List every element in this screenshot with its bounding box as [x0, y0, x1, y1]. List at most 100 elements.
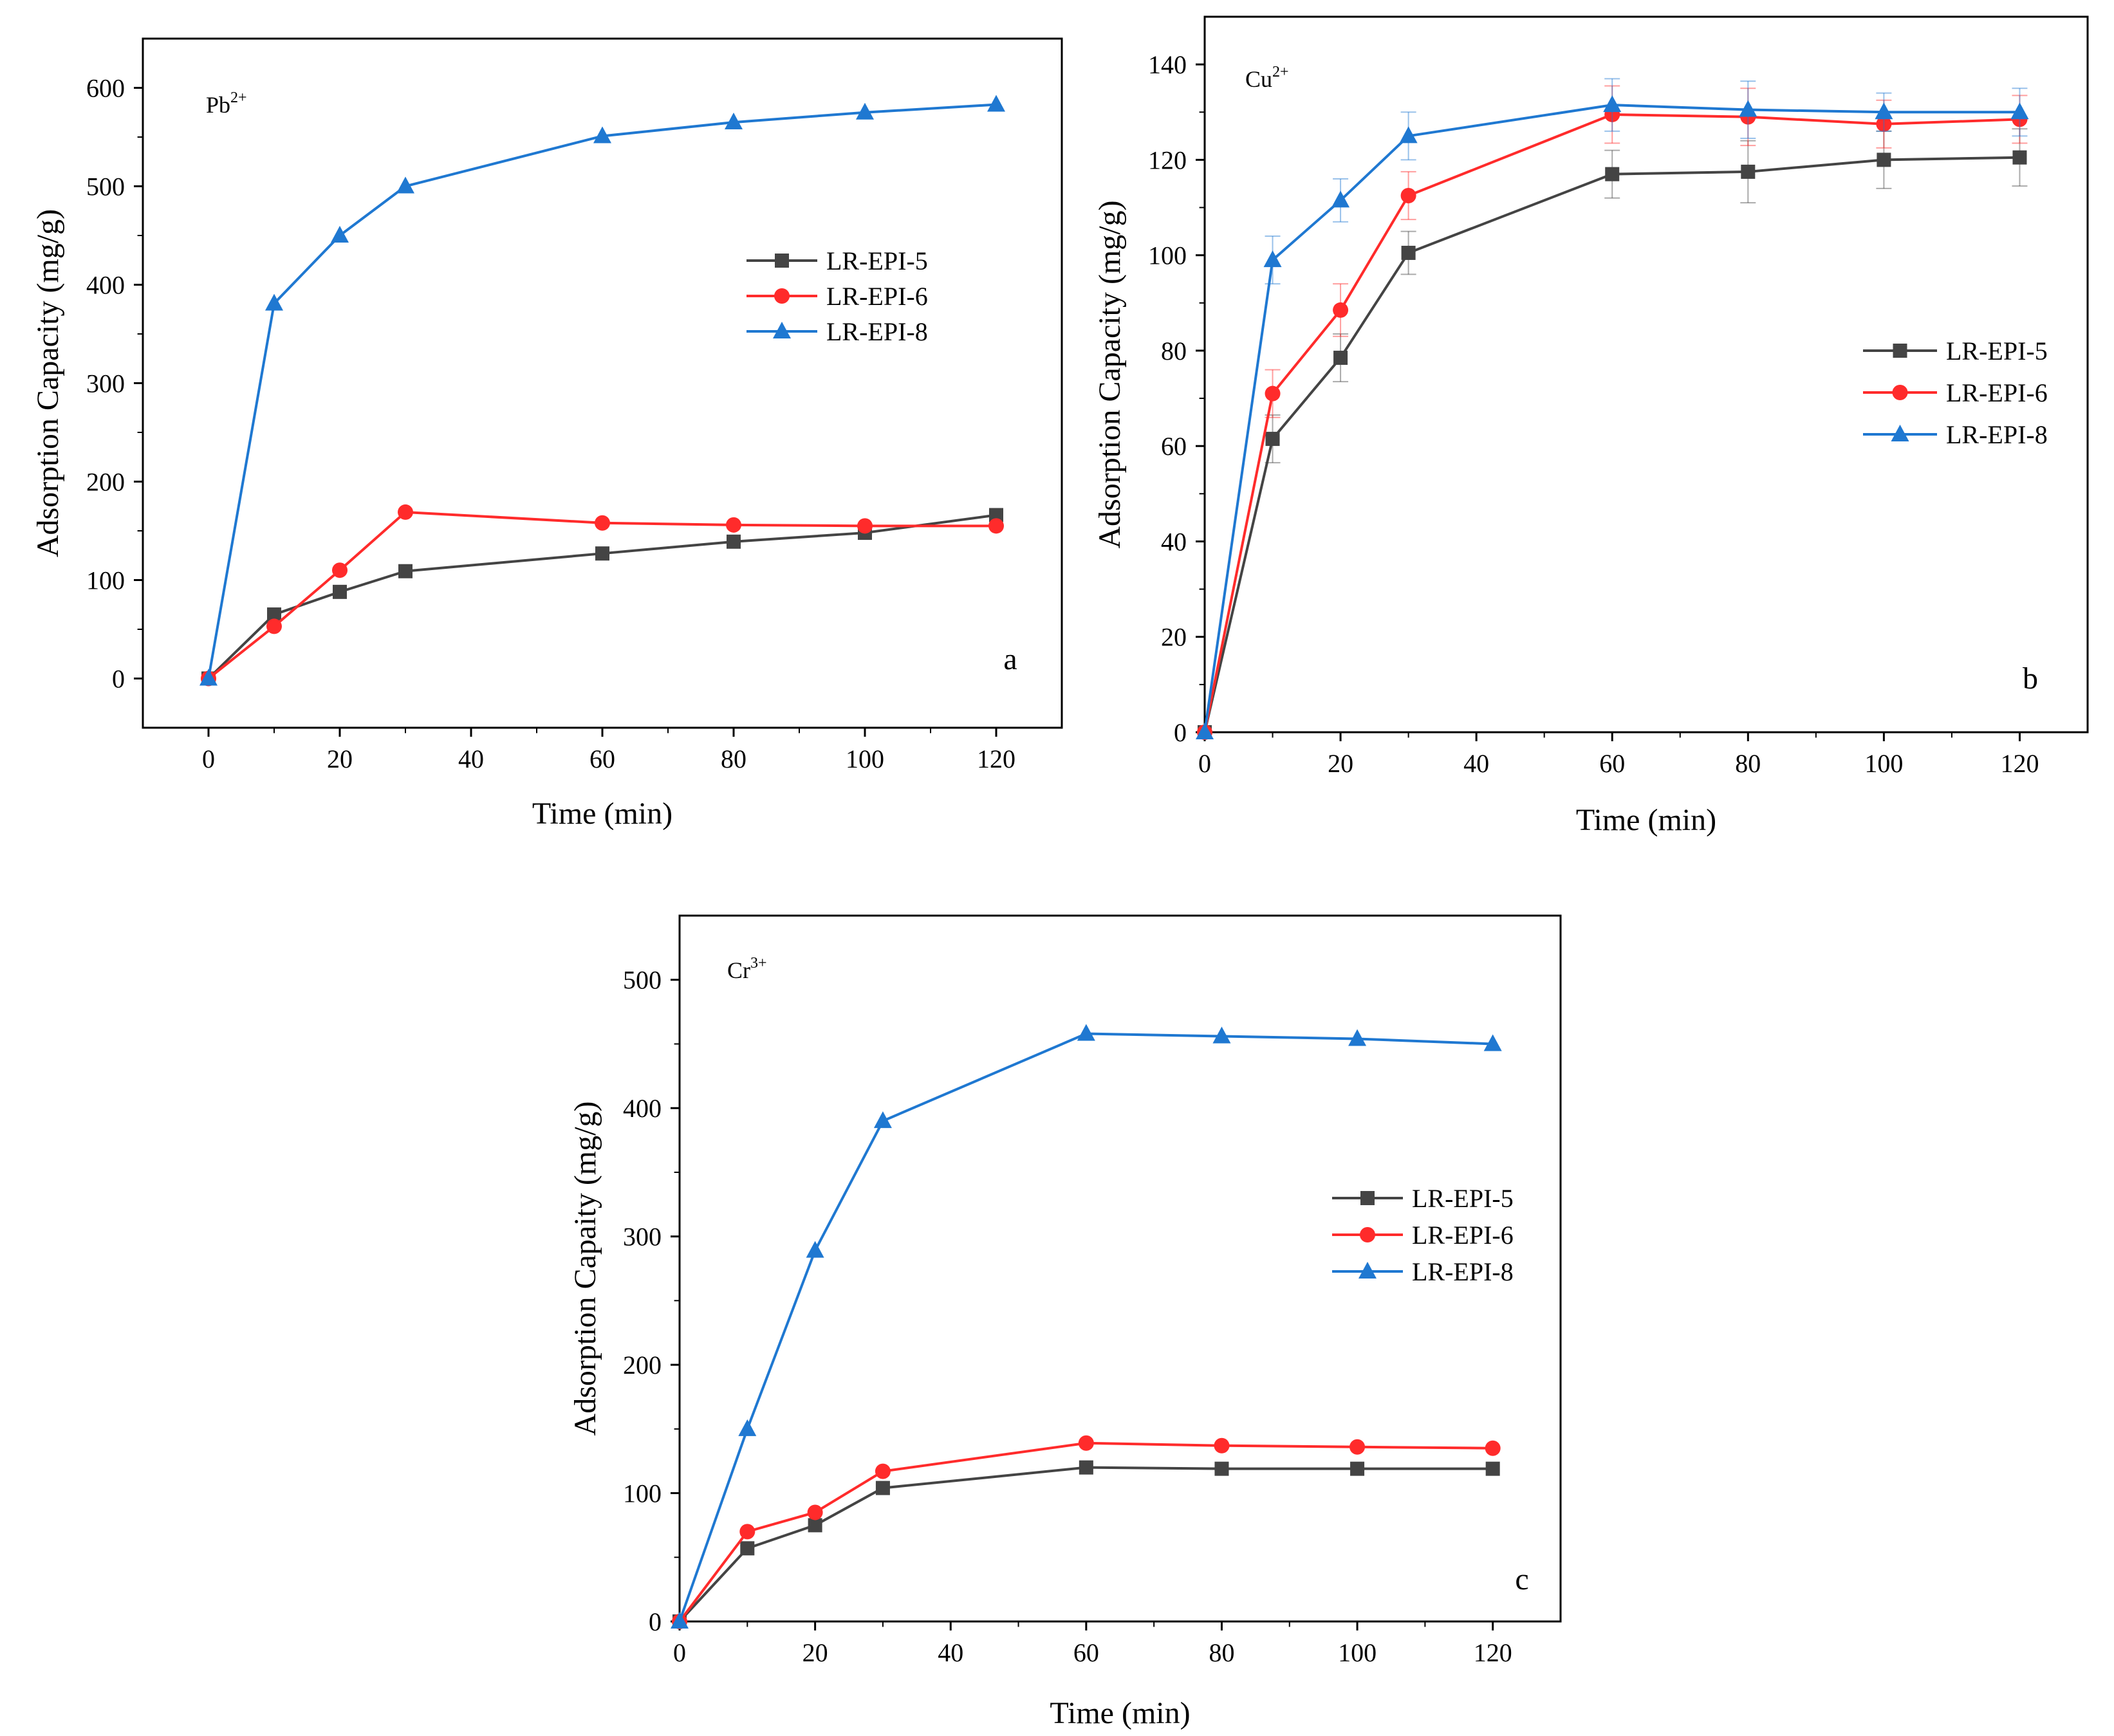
y-tick-label: 500	[86, 172, 125, 201]
legend-marker	[775, 254, 789, 268]
ion-symbol: Cu	[1245, 66, 1272, 92]
legend: LR-EPI-5 LR-EPI-6 LR-EPI-8	[1332, 1184, 1514, 1286]
legend-label: LR-EPI-6	[826, 282, 928, 311]
data-point	[1605, 167, 1620, 181]
y-tick-label: 400	[623, 1094, 662, 1123]
data-point	[1399, 126, 1418, 143]
legend-marker	[774, 288, 790, 304]
data-point	[1077, 1024, 1095, 1041]
series-line	[207, 513, 997, 679]
legend: LR-EPI-5 LR-EPI-6 LR-EPI-8	[746, 246, 928, 346]
series-lr-epi-6	[672, 1435, 1501, 1629]
legend-label: LR-EPI-5	[826, 246, 928, 275]
data-point	[1400, 188, 1416, 203]
x-tick-label: 60	[1073, 1638, 1099, 1667]
panel-letter: a	[1003, 642, 1017, 676]
data-point	[987, 95, 1005, 112]
data-point	[1331, 190, 1350, 208]
x-tick-label: 80	[1209, 1638, 1234, 1667]
y-tick-label: 400	[86, 271, 125, 300]
data-point	[875, 1463, 891, 1479]
series-lr-epi-6	[201, 504, 1004, 687]
data-point	[726, 517, 741, 533]
data-point	[595, 515, 610, 531]
data-point	[1485, 1440, 1501, 1456]
x-tick-label: 20	[802, 1638, 828, 1667]
data-point	[199, 669, 218, 686]
data-point	[989, 508, 1003, 522]
y-tick-label: 100	[1148, 241, 1187, 270]
data-point	[671, 1612, 689, 1629]
data-point	[332, 562, 348, 578]
legend-marker	[1358, 1262, 1377, 1279]
x-tick-label: 0	[673, 1638, 686, 1667]
data-point	[1877, 152, 1891, 167]
data-point	[740, 1541, 755, 1556]
data-point	[1401, 245, 1416, 260]
x-tick-label: 40	[458, 744, 484, 773]
ion-charge: 3+	[750, 955, 767, 972]
series-line	[1203, 104, 2020, 733]
data-point	[396, 176, 414, 194]
legend-label: LR-EPI-8	[826, 317, 928, 346]
series-line	[678, 1466, 1493, 1623]
data-point	[1603, 95, 1622, 113]
data-point	[807, 1504, 823, 1520]
data-point	[1263, 250, 1282, 268]
y-tick-label: 140	[1148, 50, 1187, 79]
data-point	[808, 1518, 822, 1533]
ion-symbol: Pb	[206, 92, 230, 118]
series-line	[678, 1441, 1493, 1623]
x-tick-label: 100	[1864, 749, 1903, 778]
x-tick-label: 0	[202, 744, 215, 773]
data-point	[1265, 432, 1280, 447]
ion-label: Cu2+	[1245, 64, 1289, 92]
y-axis-title: Adsorption Capacity (mg/g)	[31, 209, 65, 557]
y-tick-label: 80	[1161, 337, 1187, 365]
ion-charge: 2+	[230, 89, 247, 106]
x-axis-title: Time (min)	[1576, 803, 1716, 837]
data-point	[739, 1524, 756, 1540]
data-point	[331, 226, 349, 243]
data-point	[875, 1481, 890, 1495]
chart-panel-b: 0 20 40 60 80 100 120 0 20 40 60 80 100 120 140 Time (m…	[1093, 15, 2089, 837]
legend-label: LR-EPI-8	[1946, 420, 2048, 449]
chart-panel-a: 0 20 40 60 80 100 120 0 100 200 300 400 500 600 Time (…	[31, 37, 1063, 831]
ion-label: Cr3+	[727, 955, 767, 983]
data-point	[593, 126, 611, 143]
data-point	[1875, 102, 1893, 120]
data-point	[398, 504, 413, 520]
series-line	[1203, 113, 2020, 733]
x-tick-label: 120	[1474, 1638, 1512, 1667]
legend-label: LR-EPI-6	[1412, 1221, 1514, 1250]
data-point	[1739, 100, 1757, 117]
data-point	[2012, 150, 2027, 165]
legend-label: LR-EPI-8	[1412, 1257, 1514, 1286]
data-point	[1078, 1435, 1094, 1451]
data-point	[738, 1419, 757, 1436]
ion-charge: 2+	[1272, 64, 1289, 80]
ion-symbol: Cr	[727, 957, 750, 983]
data-point	[725, 113, 743, 130]
ion-label: Pb2+	[206, 89, 247, 118]
x-tick-label: 80	[1735, 749, 1761, 778]
y-axis-title: Adsorption Capaity (mg/g)	[568, 1102, 602, 1436]
x-tick-label: 40	[1463, 749, 1489, 778]
x-axis-title: Time (min)	[1050, 1696, 1190, 1730]
x-tick-label: 20	[1328, 749, 1353, 778]
series-line	[207, 510, 996, 680]
data-point	[267, 607, 281, 622]
y-tick-label: 600	[86, 74, 125, 103]
legend-label: LR-EPI-5	[1412, 1184, 1514, 1213]
series-lr-epi-5	[201, 508, 1003, 686]
data-point	[1265, 385, 1281, 402]
data-point	[856, 102, 874, 120]
panel-letter: b	[2023, 661, 2038, 696]
data-point	[1348, 1029, 1367, 1046]
legend-label: LR-EPI-5	[1946, 337, 2048, 365]
data-point	[806, 1241, 824, 1258]
series-lr-epi-8	[199, 95, 1005, 686]
data-point	[266, 618, 282, 634]
y-tick-label: 0	[649, 1607, 662, 1636]
